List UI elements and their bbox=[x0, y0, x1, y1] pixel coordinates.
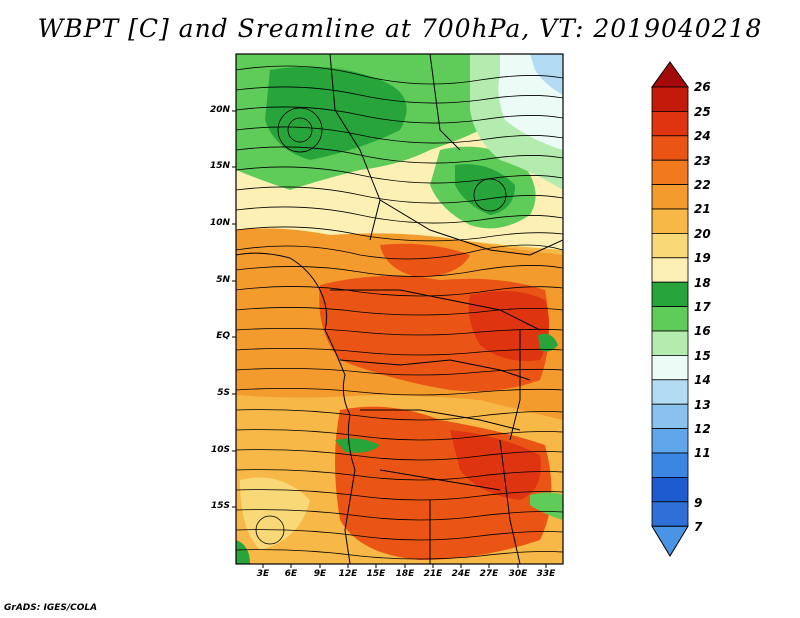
colorbar-swatch bbox=[651, 208, 689, 234]
colorbar-label: 15 bbox=[694, 349, 711, 363]
lat-label: 5N bbox=[216, 275, 230, 285]
colorbar-label: 25 bbox=[694, 105, 711, 119]
colorbar-label: 11 bbox=[694, 446, 711, 460]
colorbar-label: 21 bbox=[694, 202, 711, 216]
lon-ticks bbox=[262, 564, 547, 568]
lon-label: 15E bbox=[366, 569, 386, 579]
streamlines bbox=[236, 65, 563, 560]
colorbar-swatch bbox=[651, 403, 689, 430]
lon-label: 12E bbox=[338, 569, 358, 579]
colorbar-label: 17 bbox=[694, 300, 711, 314]
lat-label: EQ bbox=[216, 331, 230, 341]
colorbar-swatch bbox=[651, 379, 689, 405]
colorbar-swatch bbox=[651, 306, 689, 332]
lat-label: 15S bbox=[210, 501, 230, 511]
lon-label: 27E bbox=[479, 569, 499, 579]
colorbar-swatch bbox=[651, 86, 689, 112]
colorbar bbox=[651, 61, 689, 557]
colorbar-label: 9 bbox=[694, 496, 703, 510]
colorbar-swatch bbox=[651, 111, 689, 137]
colorbar-label: 26 bbox=[694, 80, 711, 94]
colorbar-swatch bbox=[651, 501, 689, 527]
colorbar-label: 23 bbox=[694, 154, 711, 168]
colorbar-swatch bbox=[651, 135, 689, 161]
colorbar-label: 19 bbox=[694, 251, 711, 265]
colorbar-swatch bbox=[651, 281, 689, 308]
footer-credit: GrADS: IGES/COLA bbox=[4, 603, 98, 613]
chart-title: WBPT [C] and Sreamline at 700hPa, VT: 20… bbox=[37, 14, 763, 43]
lon-label: 3E bbox=[256, 569, 270, 579]
colorbar-swatch bbox=[651, 257, 689, 283]
colorbar-label: 20 bbox=[694, 227, 711, 241]
colorbar-label: 13 bbox=[694, 398, 711, 412]
colorbar-label: 14 bbox=[694, 373, 711, 387]
colorbar-swatch bbox=[651, 354, 689, 381]
lon-label: 6E bbox=[284, 569, 298, 579]
colorbar-swatch bbox=[651, 476, 689, 503]
colorbar-label: 22 bbox=[694, 178, 711, 192]
lon-label: 9E bbox=[313, 569, 327, 579]
colorbar-swatch bbox=[651, 159, 689, 185]
lon-label: 33E bbox=[536, 569, 556, 579]
colorbar-top-arrow bbox=[651, 61, 689, 88]
country-borders bbox=[236, 54, 563, 564]
colorbar-bottom-arrow bbox=[651, 525, 689, 557]
colorbar-label: 7 bbox=[694, 520, 703, 534]
lat-label: 15N bbox=[209, 161, 230, 171]
colorbar-swatch bbox=[651, 184, 689, 210]
lon-label: 24E bbox=[451, 569, 471, 579]
colorbar-swatch bbox=[651, 232, 689, 259]
lat-label: 10N bbox=[209, 218, 230, 228]
colorbar-label: 18 bbox=[694, 276, 711, 290]
colorbar-swatch bbox=[651, 330, 689, 356]
lon-label: 18E bbox=[395, 569, 415, 579]
lat-label: 5S bbox=[217, 388, 230, 398]
lat-ticks bbox=[232, 110, 236, 508]
colorbar-label: 12 bbox=[694, 422, 711, 436]
colorbar-swatch bbox=[651, 428, 689, 454]
lat-label: 10S bbox=[210, 445, 230, 455]
colorbar-label: 24 bbox=[694, 129, 711, 143]
map-frame bbox=[235, 53, 564, 565]
lat-label: 20N bbox=[209, 105, 230, 115]
colorbar-label: 16 bbox=[694, 324, 711, 338]
colorbar-swatch bbox=[651, 452, 689, 478]
lon-label: 30E bbox=[508, 569, 528, 579]
lon-label: 21E bbox=[423, 569, 443, 579]
